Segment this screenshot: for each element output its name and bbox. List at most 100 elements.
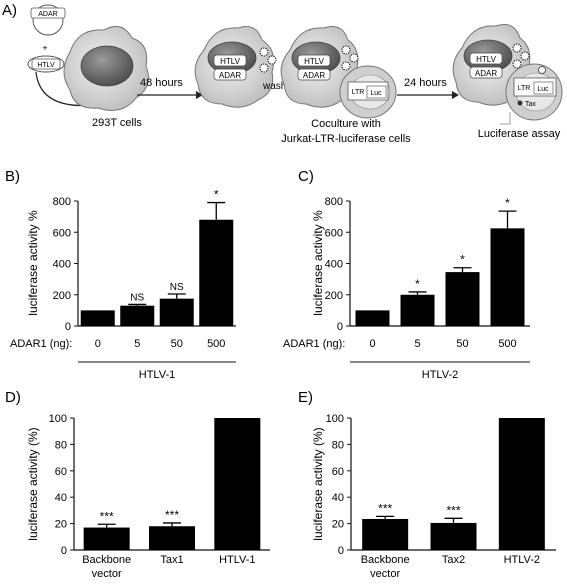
y-tick-label: 20 [332, 519, 344, 531]
y-tick-label: 600 [53, 227, 71, 239]
bar [498, 418, 545, 550]
x-tick-label: HTLV-1 [219, 554, 255, 566]
x-tick-label: 50 [456, 338, 468, 350]
virus-particles-1 [259, 47, 277, 73]
group-label: HTLV-2 [422, 369, 458, 381]
significance-label: *** [378, 501, 392, 515]
x-tick-label: vector [370, 568, 400, 580]
y-tick-label: 800 [53, 196, 71, 208]
y-axis-label: luciferase activity % [26, 210, 40, 316]
y-tick-label: 200 [325, 290, 343, 302]
adar-plasmid-label: ADAR [38, 11, 57, 18]
plus-sign: + [42, 43, 47, 53]
significance-label: * [460, 253, 465, 267]
bar [430, 522, 477, 550]
x-tick-label: Backbone [82, 554, 131, 566]
x-tick-label: 50 [171, 338, 183, 350]
y-tick-label: 0 [338, 545, 344, 557]
x-tick-label: 5 [414, 338, 420, 350]
y-tick-label: 60 [332, 466, 344, 478]
significance-label: *** [100, 509, 114, 523]
y-tick-label: 0 [65, 321, 71, 333]
significance-label: * [214, 188, 219, 202]
chart-d: D) 0 20 40 60 80 100 luciferase activity (%) ***… [5, 389, 270, 580]
x-tick-label: HTLV-2 [504, 554, 540, 566]
panel-label: E) [298, 389, 313, 406]
cell3-adar-label: ADAR [475, 69, 497, 78]
virus-particles-2 [341, 45, 359, 71]
panel-a: A) ADAR + HTLV 293T cells 48 hours [2, 2, 563, 145]
step-wash: wash [262, 81, 286, 92]
y-tick-label: 800 [325, 196, 343, 208]
x-tick-label: 0 [369, 338, 375, 350]
bar [362, 518, 409, 550]
x-tick-label: 500 [207, 338, 225, 350]
cell-caption: 293T cells [92, 117, 142, 129]
significance-label: NS [170, 282, 184, 293]
bar [355, 310, 390, 326]
x-prefix-label: ADAR1 (ng): [10, 338, 72, 350]
step-24-hours: 24 hours [404, 77, 447, 89]
bar [149, 526, 195, 550]
light-icon [538, 66, 546, 74]
y-tick-label: 20 [55, 519, 67, 531]
y-axis-label: luciferase activity (%) [311, 427, 325, 540]
panel-label: C) [298, 168, 314, 185]
y-tick-label: 0 [337, 321, 343, 333]
bar [214, 418, 261, 550]
bar [490, 228, 525, 326]
bar [445, 272, 480, 326]
y-tick-label: 100 [326, 413, 344, 425]
tax-label: Tax [525, 101, 536, 108]
cell2-htlv-label: HTLV [304, 57, 325, 66]
x-tick-label: vector [92, 568, 122, 580]
panel-a-label: A) [2, 2, 17, 19]
bar [83, 527, 130, 550]
adar-plasmid: ADAR [30, 4, 66, 36]
jurkat1-ltr: LTR [352, 89, 365, 96]
step-48-hours: 48 hours [140, 77, 183, 89]
cell1-adar-label: ADAR [219, 71, 241, 80]
x-tick-label: 0 [95, 338, 101, 350]
chart-b: B) 0 200 400 600 800 luciferase activity % NS NS… [5, 168, 236, 381]
coculture-line2: Jurkat-LTR-luciferase cells [281, 133, 411, 145]
x-tick-label: Backbone [361, 554, 410, 566]
luciferase-assay-label: Luciferase assay [478, 128, 561, 140]
significance-label: *** [446, 503, 460, 517]
y-axis-label: luciferase activity (%) [26, 427, 40, 540]
bar [400, 294, 435, 326]
significance-label: *** [165, 508, 179, 522]
y-tick-label: 400 [325, 259, 343, 271]
jurkat-cell-2: LTR Luc Tax [505, 63, 563, 121]
bar [159, 298, 194, 326]
significance-label: * [415, 277, 420, 291]
jurkat1-luc: Luc [370, 90, 382, 97]
cell1-htlv-label: HTLV [220, 57, 241, 66]
htlv-plasmid-label: HTLV [37, 62, 55, 69]
x-tick-label: 5 [134, 338, 140, 350]
significance-label: NS [130, 292, 144, 303]
y-tick-label: 40 [332, 492, 344, 504]
transfected-cell-1: HTLV ADAR [194, 26, 277, 108]
x-prefix-label: ADAR1 (ng): [283, 338, 345, 350]
cell3-htlv-label: HTLV [476, 55, 497, 64]
bar [120, 305, 155, 326]
y-tick-label: 400 [53, 259, 71, 271]
y-tick-label: 80 [332, 439, 344, 451]
y-axis-label: luciferase activity % [311, 210, 325, 316]
group-label: HTLV-1 [139, 369, 175, 381]
coculture-line1: Coculture with [311, 118, 381, 130]
jurkat-cell-1: LTR Luc [339, 65, 397, 119]
panel-label: D) [5, 389, 21, 406]
jurkat2-ltr: LTR [518, 85, 531, 92]
y-tick-label: 60 [55, 466, 67, 478]
virus-particles-3 [512, 43, 530, 69]
jurkat2-luc: Luc [537, 86, 549, 93]
htlv-plasmid: HTLV [27, 55, 65, 73]
y-tick-label: 200 [53, 290, 71, 302]
tax-dot [517, 100, 523, 106]
x-tick-label: 500 [498, 338, 516, 350]
